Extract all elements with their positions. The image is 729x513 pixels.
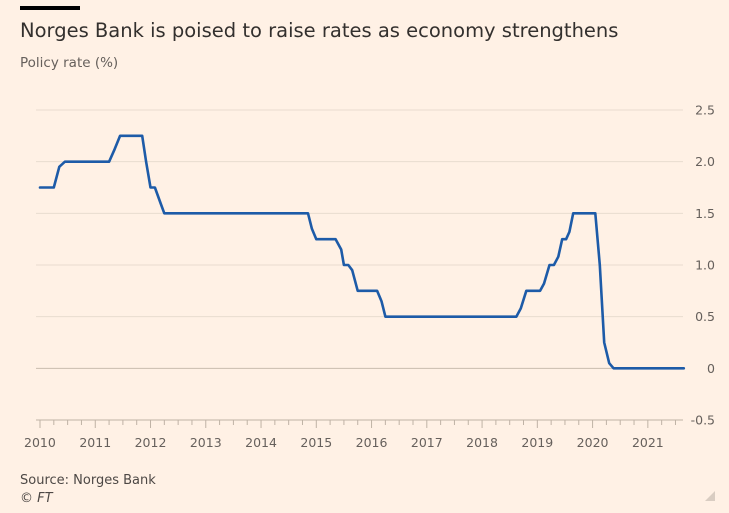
x-axis: 2010 2011 2012 2013 2014 2015 2016 2017 2018 2019… — [24, 419, 683, 450]
copyright-credit: © FT — [20, 491, 53, 506]
y-tick-label: 0 — [707, 361, 715, 376]
line-chart: 2010 2011 2012 2013 2014 2015 2016 2017 2018 2019… — [24, 103, 715, 451]
x-tick-label: 2011 — [79, 435, 111, 450]
y-axis: 2.5 2.0 1.5 1.0 0.5 0 -0.5 — [691, 103, 715, 428]
x-tick-label: 2015 — [300, 435, 332, 450]
y-tick-label: 2.0 — [695, 154, 715, 169]
y-tick-label: 2.5 — [695, 103, 715, 118]
x-tick-label: 2020 — [577, 435, 609, 450]
ft-accent-bar — [20, 6, 80, 10]
x-tick-label: 2018 — [466, 435, 498, 450]
series-group — [38, 134, 686, 370]
resize-handle-icon[interactable] — [705, 491, 715, 501]
source-note: Source: Norges Bank — [20, 473, 156, 488]
x-tick-label: 2010 — [24, 435, 56, 450]
x-tick-label: 2014 — [245, 435, 277, 450]
y-tick-label: -0.5 — [691, 413, 715, 428]
y-tick-label: 1.5 — [695, 206, 715, 221]
y-tick-label: 1.0 — [695, 258, 715, 273]
chart-subtitle: Policy rate (%) — [20, 55, 119, 71]
x-tick-label: 2021 — [632, 435, 664, 450]
x-tick-label: 2017 — [411, 435, 443, 450]
x-tick-label: 2013 — [190, 435, 222, 450]
y-tick-label: 0.5 — [695, 309, 715, 324]
x-tick-label: 2016 — [356, 435, 388, 450]
policy-rate-line — [38, 134, 686, 370]
x-tick-label: 2012 — [135, 435, 167, 450]
x-tick-label: 2019 — [521, 435, 553, 450]
chart-title: Norges Bank is poised to raise rates as … — [20, 19, 619, 42]
gridlines — [36, 109, 683, 369]
